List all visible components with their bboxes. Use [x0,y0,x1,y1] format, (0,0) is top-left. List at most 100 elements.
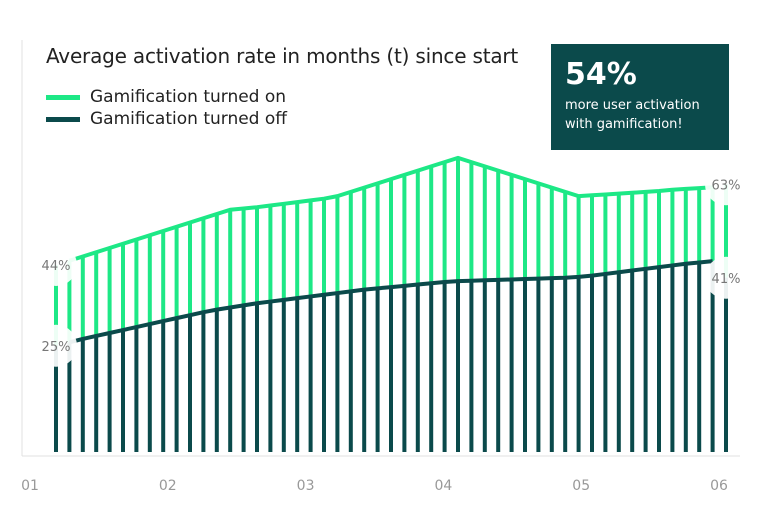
bar-off [161,321,166,452]
data-label-on-start-halo [35,244,77,286]
series-on-line [68,155,713,263]
bar-on [295,202,300,299]
bar-off [429,283,434,452]
bar-on [616,193,621,273]
bar-off [188,315,192,452]
bar-on [482,166,487,281]
bar-off [80,338,85,452]
bar-on [670,189,675,266]
bar-off [214,309,219,452]
bar-on [335,196,340,294]
bar-on [697,188,702,263]
data-label-off-start: 25% [42,340,71,355]
bar-on [147,235,152,325]
legend-item-on: Gamification turned on [46,86,287,108]
bar-on [375,183,380,289]
bar-off [415,284,420,452]
bar-on [429,166,434,284]
bar-off [147,324,152,452]
callout-text: more user activation with gamification! [565,96,715,134]
bar-on [442,162,447,282]
bar-on [523,179,527,280]
bar-off [683,263,688,452]
bar-on [214,214,219,310]
legend: Gamification turned on Gamification turn… [46,86,287,130]
bar-on [201,218,206,313]
series-off-line [68,259,713,345]
bar-off [509,279,514,452]
bar-off [268,301,273,452]
bar-off [643,268,648,452]
bar-off [603,273,608,452]
bar-off [281,299,286,452]
bar-off [322,294,326,452]
bar-on [54,265,58,346]
bar-off [228,307,233,452]
bar-on [563,191,568,278]
bar-on [724,184,728,278]
bar-on [590,195,594,276]
bar-off [121,330,125,452]
bar-on [121,243,125,331]
bar-off [94,335,99,452]
bar-on [389,179,393,288]
bar-on [268,205,273,302]
bar-off [335,293,340,452]
bar-on [107,248,112,333]
bar-on [241,208,246,306]
series-on-bars [54,157,728,346]
bar-off [469,280,474,452]
data-label-on-end: 63% [712,178,741,193]
bar-off [670,265,675,452]
bar-on [496,170,501,280]
bar-on [322,198,326,295]
bar-on [536,183,541,279]
x-tick-label: 02 [159,478,177,494]
bar-off [295,298,300,452]
bar-off [174,318,179,452]
bar-off [67,342,72,452]
bar-on [469,162,474,281]
bar-on [415,170,420,285]
legend-item-off: Gamification turned off [46,108,287,130]
data-label-off-end-halo [705,256,747,299]
legend-swatch-off [46,116,80,122]
bar-off [576,276,581,452]
callout-box: 54% more user activation with gamificati… [551,44,729,150]
x-tick-label: 03 [297,478,315,494]
bar-off [710,261,715,452]
data-label-on-start: 44% [42,259,71,274]
bar-off [563,277,568,452]
bar-on [348,191,353,292]
bar-on [362,187,367,290]
bar-off [375,288,380,452]
bar-off [107,333,112,452]
data-labels: 44% 25% 63% 41% [35,163,747,367]
data-label-off-end: 41% [712,272,741,287]
bar-on [549,187,554,279]
x-tick-label: 06 [710,478,728,494]
x-tick-label: 05 [572,478,590,494]
bar-off [308,296,313,452]
bar-on [710,187,715,262]
bar-off [54,345,58,452]
bar-on [134,239,139,328]
bar-on [281,203,286,300]
bar-off [616,272,621,452]
callout-line-1: more user activation [565,98,700,113]
bar-off [389,287,393,452]
bar-on [643,191,648,269]
bar-off [496,279,501,452]
bar-on [174,226,179,319]
bar-off [348,291,353,452]
bar-off [456,281,460,452]
bar-off [590,275,594,452]
bar-off [657,267,661,452]
bar-on [603,194,608,274]
bar-on [80,256,85,339]
x-tick-label: 01 [21,478,39,494]
bar-off [402,285,407,452]
bar-off [134,327,139,452]
bar-off [697,262,702,452]
legend-label-off: Gamification turned off [90,109,287,129]
